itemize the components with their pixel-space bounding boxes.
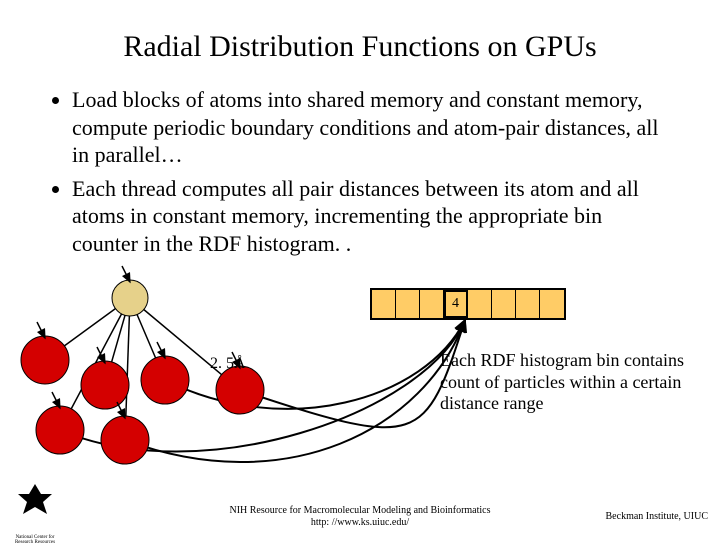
- atom-circle: [36, 406, 84, 454]
- distance-label: 2. 5Å: [210, 355, 246, 373]
- atom-circle: [101, 416, 149, 464]
- ncrr-logo: National Center for Research Resources: [10, 480, 60, 530]
- atom-arrow: [97, 347, 105, 363]
- bullet-item: Each thread computes all pair distances …: [72, 175, 670, 258]
- histogram-bin: [540, 290, 564, 318]
- histogram-bin: [468, 290, 492, 318]
- histogram-bin: [516, 290, 540, 318]
- atom-circle: [81, 361, 129, 409]
- atom-arrow: [157, 342, 165, 358]
- footer-center: NIH Resource for Macromolecular Modeling…: [190, 505, 530, 528]
- diagram-area: 2. 5Å 4 Each RDF histogram bin contains …: [0, 300, 720, 500]
- histogram-caption: Each RDF histogram bin contains count of…: [440, 350, 690, 415]
- logo-caption: Research Resources: [15, 540, 55, 545]
- footer-right: Beckman Institute, UIUC: [606, 511, 708, 522]
- atom-arrow: [122, 266, 130, 282]
- atom-arrow: [52, 392, 60, 408]
- page-title: Radial Distribution Functions on GPUs: [0, 0, 720, 64]
- histogram: 4: [370, 288, 566, 320]
- histogram-bin: [396, 290, 420, 318]
- atom-circle: [21, 336, 69, 384]
- atom-circle: [216, 366, 264, 414]
- histogram-bin: [372, 290, 396, 318]
- bullet-list: Load blocks of atoms into shared memory …: [0, 64, 720, 257]
- footer-line: NIH Resource for Macromolecular Modeling…: [229, 505, 490, 516]
- histogram-bin: [420, 290, 444, 318]
- histogram-bin: 4: [444, 290, 468, 318]
- atom-arrow: [117, 402, 125, 418]
- histogram-curve: [240, 320, 465, 427]
- atom-circle: [141, 356, 189, 404]
- atom-arrow: [37, 322, 45, 338]
- atom-circle: [112, 280, 148, 316]
- histogram-bin: [492, 290, 516, 318]
- footer-line: http: //www.ks.uiuc.edu/: [311, 517, 409, 528]
- bullet-item: Load blocks of atoms into shared memory …: [72, 86, 670, 169]
